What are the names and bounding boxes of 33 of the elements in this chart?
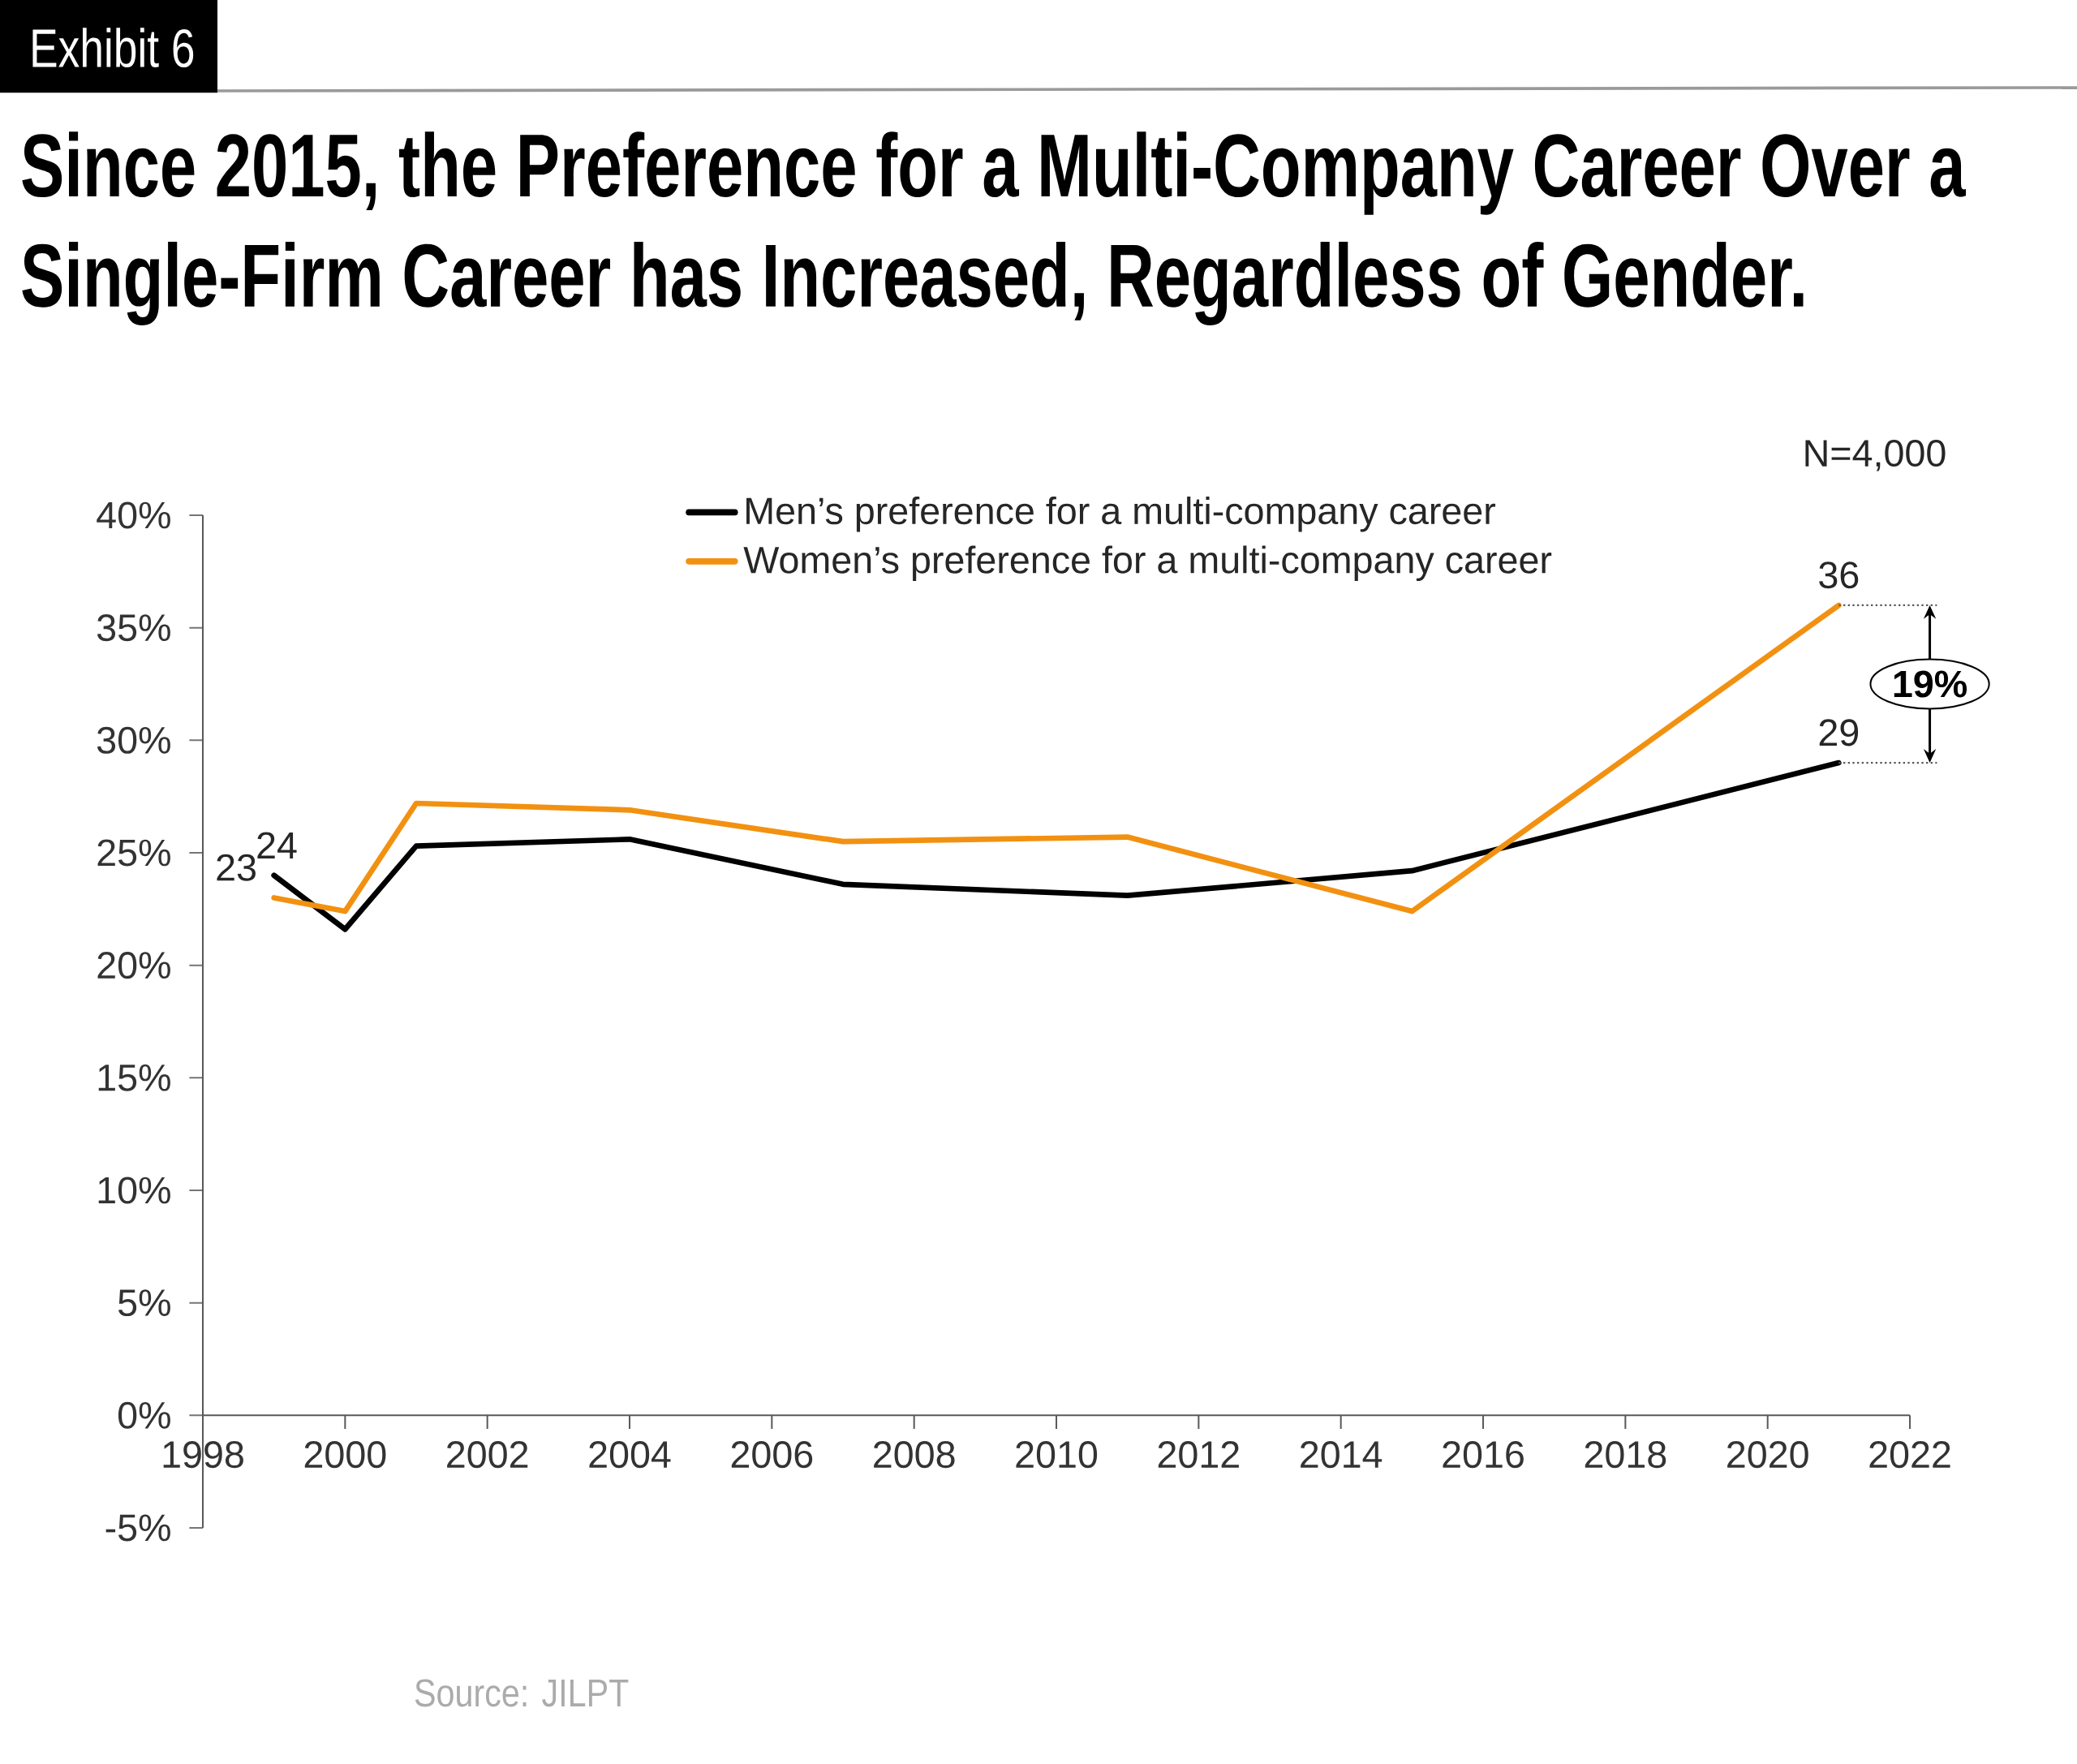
text: N=4,000: [1805, 440, 1946, 471]
y-tick-label: 20%: [97, 952, 170, 979]
y-tick-label: 25%: [97, 839, 170, 867]
annotation: 19%: [1894, 670, 1967, 698]
x-tick-label: 2006: [731, 1441, 813, 1469]
y-tick-label: 35%: [97, 614, 170, 642]
legend-label: Women’s preference for a multi-company career: [743, 545, 1552, 581]
text: Exhibit 6: [32, 28, 194, 68]
x-tick-label: 2002: [447, 1441, 528, 1469]
data-label: 23: [217, 854, 256, 881]
x-tick-label: 2000: [304, 1441, 386, 1469]
data-label: 29: [1819, 719, 1859, 746]
source-note: Source: JILPT: [415, 1679, 629, 1707]
x-tick-label: 2010: [1016, 1441, 1098, 1469]
y-tick-label: 0%: [118, 1401, 170, 1429]
y-tick-label: -5%: [105, 1514, 170, 1542]
x-tick-label: 2008: [874, 1441, 955, 1469]
x-tick-label: 2018: [1585, 1441, 1666, 1469]
y-tick-label: 10%: [98, 1177, 170, 1204]
x-tick-label: 2004: [589, 1441, 671, 1469]
x-tick-label: 2012: [1158, 1441, 1239, 1469]
legend-label: Men’s preference for a multi-company career: [746, 496, 1496, 532]
x-tick-label: 2020: [1727, 1441, 1808, 1469]
y-tick-label: 5%: [118, 1289, 170, 1317]
data-label: 36: [1819, 561, 1859, 589]
y-tick-label: 15%: [98, 1064, 170, 1091]
y-tick-label: 30%: [97, 726, 170, 754]
chart-title: Since 2015, the Preference for a Multi-Company Career Over a Single-Firm Career has Increased, Regardless of Gender.: [22, 131, 1967, 325]
data-label: 24: [257, 832, 297, 859]
y-tick-label: 40%: [97, 501, 170, 529]
x-tick-label: 2014: [1301, 1441, 1383, 1469]
x-tick-label: 2022: [1869, 1441, 1950, 1469]
x-tick-label: 2016: [1443, 1441, 1524, 1469]
